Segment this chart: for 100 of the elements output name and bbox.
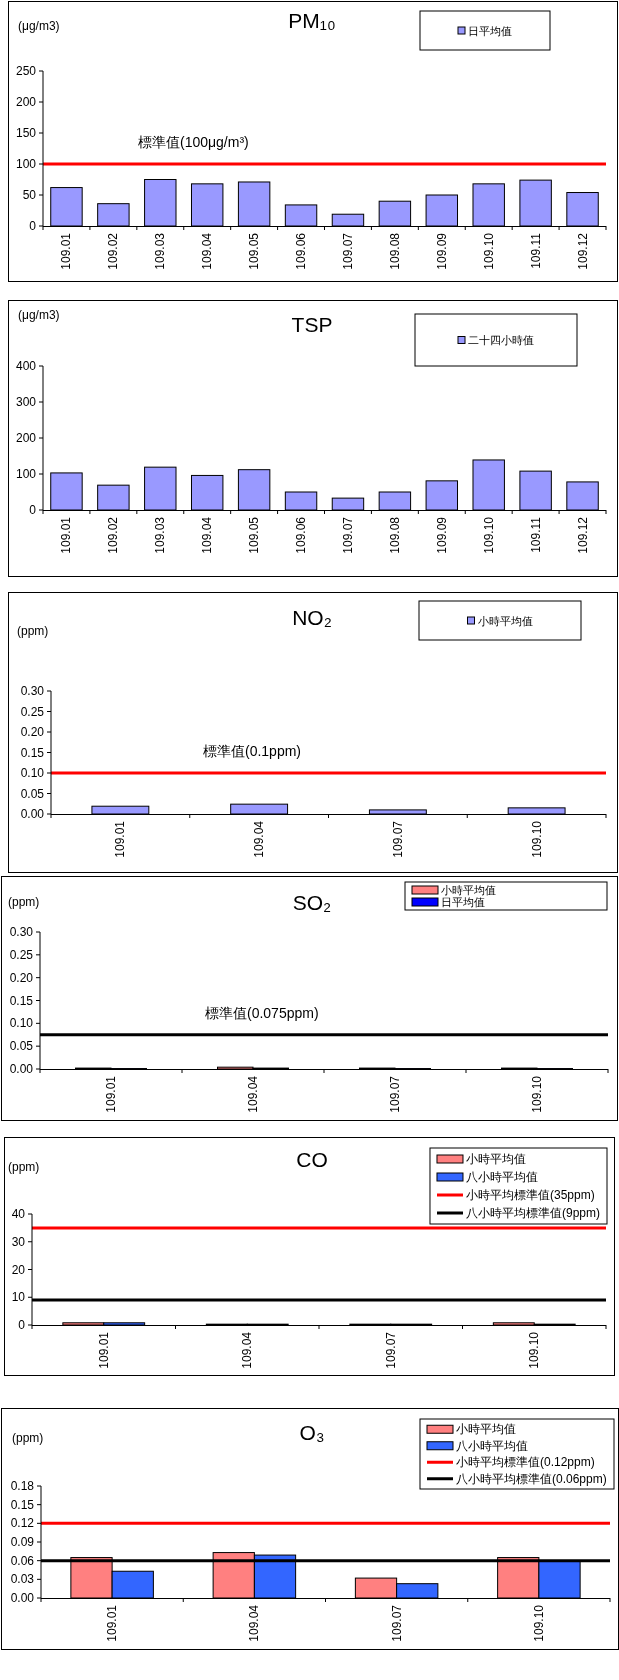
x-tick-label: 109.03 (153, 232, 168, 270)
y-tick-label: 0.00 (20, 807, 45, 821)
y-tick-label: 150 (15, 126, 37, 140)
legend-label: 小時平均值 (441, 884, 496, 896)
x-tick-label: 109.04 (247, 1604, 262, 1642)
ref-line-label: 標準值(0.075ppm) (205, 1004, 319, 1021)
x-tick-label: 109.04 (246, 1075, 260, 1113)
x-tick-label: 109.01 (59, 516, 74, 554)
y-tick-label: 0.15 (9, 993, 34, 1008)
x-tick-label: 109.06 (294, 516, 309, 554)
chart-title: SO₂ (292, 891, 332, 914)
x-tick-label: 109.07 (340, 232, 355, 270)
legend-label: 小時平均標準值(0.12ppm) (456, 1455, 595, 1470)
y-tick-label: 50 (22, 188, 37, 202)
y-tick-label: 10 (11, 1290, 26, 1305)
y-tick-label: 0.30 (9, 925, 34, 939)
y-tick-label: 0 (29, 219, 37, 233)
legend-label: 八小時平均標準值(9ppm) (465, 1206, 600, 1220)
legend-label: 八小時平均標準值(0.06ppm) (456, 1471, 607, 1486)
x-tick-label: 109.12 (575, 232, 590, 270)
legend-label: 八小時平均值 (465, 1170, 538, 1184)
x-tick-label: 109.07 (340, 516, 355, 554)
y-tick-label: 100 (15, 157, 37, 171)
x-tick-label: 109.05 (247, 516, 262, 554)
x-tick-label: 109.04 (252, 820, 267, 858)
y-tick-label: 200 (15, 95, 37, 109)
y-tick-label: 0.03 (10, 1572, 35, 1587)
y-tick-label: 400 (15, 359, 37, 373)
y-axis-title: (μg/m3) (18, 19, 60, 33)
y-tick-label: 0.05 (9, 1039, 34, 1054)
legend: 日平均值 (419, 10, 551, 51)
ref-line-label: 標準值(100μg/m³) (138, 134, 249, 150)
y-tick-label: 200 (15, 431, 37, 445)
x-tick-label: 109.05 (247, 232, 262, 270)
x-tick-label: 109.11 (528, 516, 543, 553)
y-tick-label: 30 (11, 1234, 26, 1249)
y-axis-title: (ppm) (12, 1431, 44, 1445)
chart-title: O₃ (299, 1421, 325, 1444)
y-tick-label: 0.09 (10, 1535, 35, 1549)
legend-label: 小時平均值 (465, 1152, 526, 1166)
x-tick-label: 109.01 (113, 820, 128, 858)
x-tick-label: 109.10 (481, 232, 496, 270)
legend-label: 日平均值 (441, 896, 485, 908)
y-tick-label: 0.20 (20, 725, 45, 739)
legend: 小時平均值 (418, 600, 582, 641)
y-tick-label: 0.10 (20, 766, 45, 780)
legend-label: 八小時平均值 (456, 1438, 528, 1453)
chart-title: PM₁₀ (288, 9, 336, 32)
chart-title: TSP (291, 313, 333, 336)
x-tick-label: 109.07 (388, 1075, 402, 1113)
legend-label: 小時平均值 (456, 1422, 516, 1437)
x-tick-label: 109.10 (530, 1075, 544, 1113)
y-axis-title: (ppm) (8, 895, 40, 909)
x-tick-label: 109.06 (294, 232, 309, 270)
y-tick-label: 0 (29, 503, 37, 517)
y-tick-label: 0.00 (9, 1062, 34, 1076)
x-tick-label: 109.08 (387, 232, 402, 270)
x-tick-label: 109.07 (383, 1331, 398, 1369)
y-tick-label: 0.10 (9, 1016, 34, 1031)
x-tick-label: 109.02 (106, 232, 121, 270)
y-tick-label: 0.05 (20, 786, 45, 801)
y-tick-label: 0.25 (9, 947, 34, 962)
x-tick-label: 109.04 (200, 516, 215, 554)
x-tick-label: 109.01 (59, 232, 74, 270)
y-axis-title: (ppm) (17, 624, 49, 638)
y-tick-label: 300 (15, 395, 37, 409)
x-tick-label: 109.10 (529, 820, 544, 858)
x-tick-label: 109.10 (481, 516, 496, 554)
x-tick-label: 109.12 (575, 516, 590, 554)
chart-title: NO₂ (292, 606, 332, 629)
y-tick-label: 250 (15, 64, 37, 78)
x-tick-label: 109.11 (528, 232, 543, 269)
x-tick-label: 109.09 (434, 232, 449, 270)
x-tick-label: 109.01 (105, 1604, 120, 1642)
y-axis-title: (ppm) (8, 1160, 40, 1174)
x-tick-label: 109.10 (531, 1604, 546, 1642)
x-tick-label: 109.04 (240, 1331, 255, 1369)
y-tick-label: 0.18 (10, 1479, 35, 1493)
y-tick-label: 0.00 (10, 1591, 35, 1605)
x-tick-label: 109.07 (390, 820, 405, 858)
legend-label: 小時平均標準值(35ppm) (465, 1188, 595, 1202)
y-tick-label: 0.12 (10, 1516, 35, 1531)
y-tick-label: 100 (15, 467, 37, 481)
x-tick-label: 109.09 (434, 516, 449, 554)
y-tick-label: 0.25 (20, 704, 45, 719)
y-tick-label: 0.15 (10, 1497, 35, 1512)
x-tick-label: 109.08 (387, 516, 402, 554)
y-tick-label: 20 (11, 1262, 26, 1277)
y-tick-label: 0.20 (9, 970, 34, 985)
y-tick-label: 0 (18, 1318, 26, 1332)
y-axis-title: (μg/m3) (18, 308, 60, 322)
x-tick-label: 109.01 (104, 1075, 118, 1113)
x-tick-label: 109.03 (153, 516, 168, 554)
legend: 二十四小時值 (414, 313, 578, 367)
legend-label: 日平均值 (468, 24, 512, 37)
y-tick-label: 40 (11, 1207, 26, 1221)
x-tick-label: 109.07 (389, 1604, 404, 1642)
y-tick-label: 0.15 (20, 745, 45, 760)
x-tick-label: 109.02 (106, 516, 121, 554)
legend-label: 二十四小時值 (468, 334, 534, 346)
